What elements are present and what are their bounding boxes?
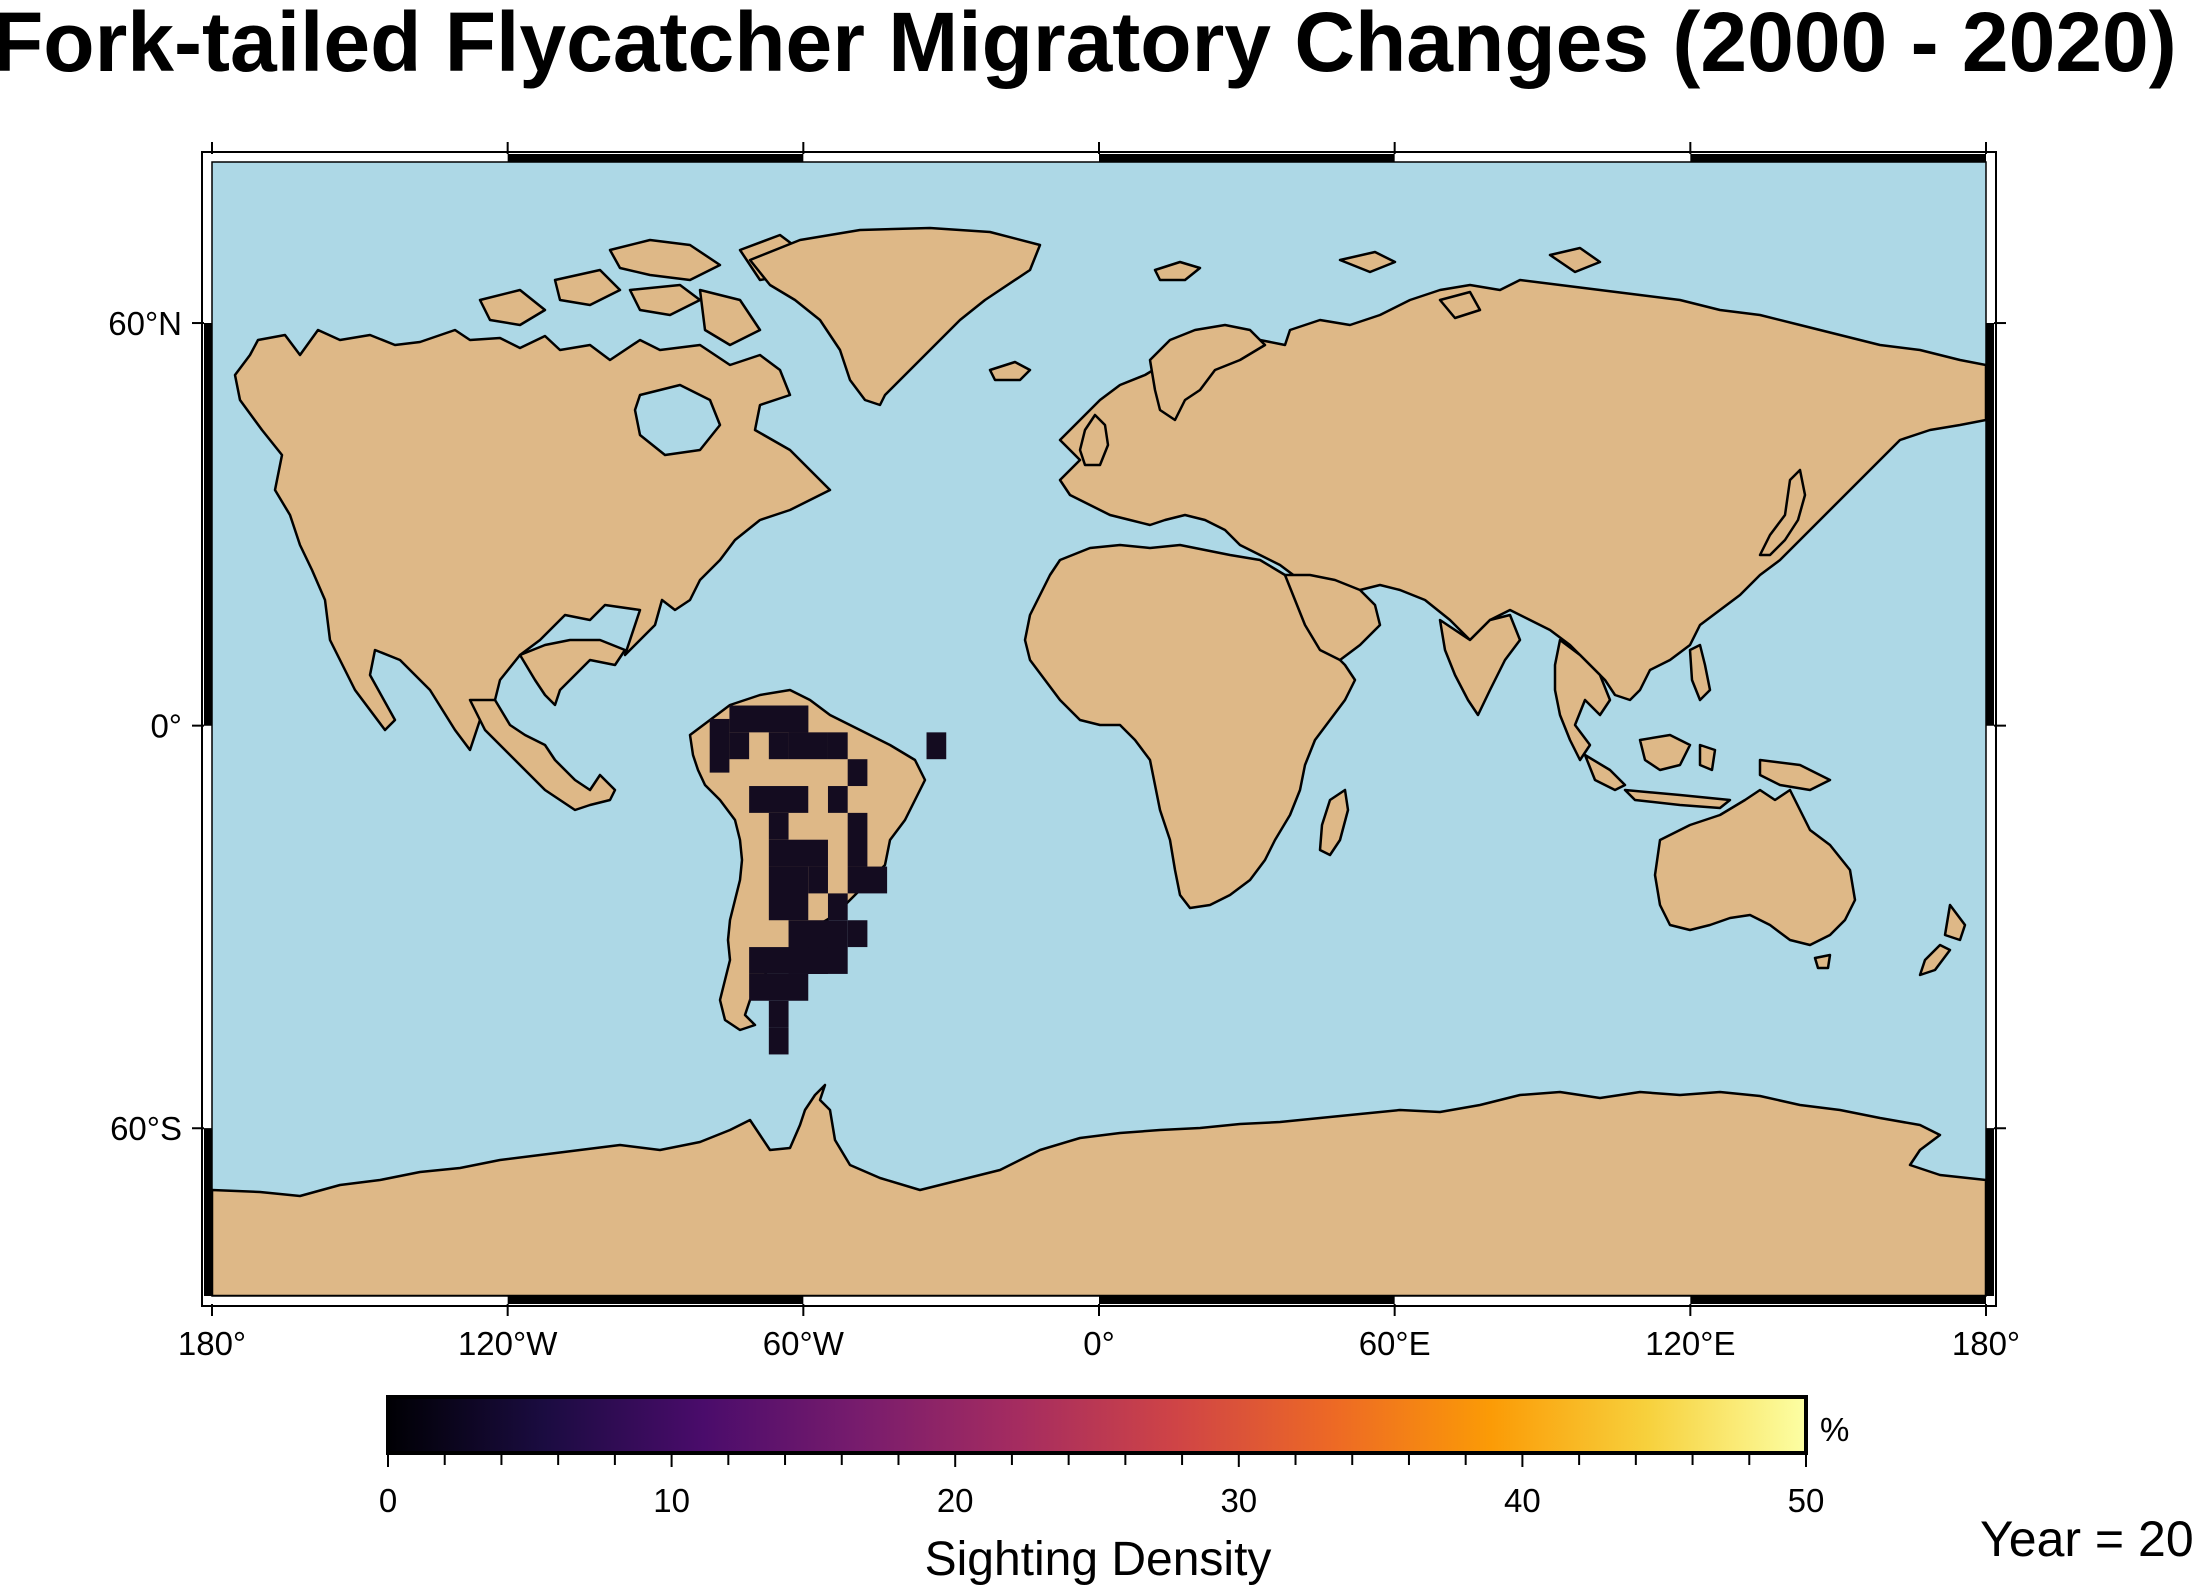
colorbar-unit: % (1820, 1411, 1849, 1448)
colorbar-tick-label: 20 (937, 1482, 974, 1519)
density-cell (768, 1000, 789, 1028)
lon-tick-label: 60°W (763, 1325, 845, 1362)
frame-segment-left (204, 1128, 212, 1296)
density-cell (768, 866, 809, 921)
frame-segment-bottom (1690, 1296, 1986, 1304)
density-cell (847, 812, 868, 867)
density-cell (808, 947, 828, 974)
hudson-bay (633, 383, 722, 457)
scandinavia (1148, 323, 1267, 422)
antarctica (212, 1083, 1986, 1296)
indonesia (1583, 733, 1832, 810)
arctic-islands (1153, 246, 1602, 320)
australia (1653, 788, 1857, 947)
density-cell (768, 839, 828, 867)
density-cell (827, 893, 848, 921)
year-label: Year = 20 (1980, 1511, 2194, 1567)
density-cell (729, 732, 750, 760)
colorbar-tick-label: 40 (1504, 1482, 1541, 1519)
lat-tick-label: 60°N (108, 305, 182, 342)
colorbar-title: Sighting Density (925, 1533, 1272, 1586)
great-britain (1078, 413, 1110, 467)
density-cell (847, 759, 868, 787)
density-cell (827, 732, 848, 760)
greenland (748, 226, 1042, 407)
frame-segment-right (1986, 323, 1994, 726)
map-axes: 180° 120°W 60°W 0° 60°E 120°E 180° 60°N 0° 60°S (108, 142, 2020, 1362)
density-cell (827, 786, 848, 813)
lat-tick-label: 0° (150, 708, 182, 745)
density-cell (788, 732, 828, 760)
japan (1758, 468, 1807, 557)
colorbar-tick-label: 10 (653, 1482, 690, 1519)
colorbar-ticks: 0 10 20 30 40 50 (379, 1453, 1825, 1519)
india (1438, 613, 1522, 717)
colorbar-tick-label: 30 (1220, 1482, 1257, 1519)
arabian-peninsula (1283, 573, 1382, 662)
lon-tick-label: 180° (178, 1325, 246, 1362)
colorbar-tick-label: 0 (379, 1482, 397, 1519)
map-title: Fork-tailed Flycatcher Migratory Changes… (0, 0, 2177, 89)
density-cell (788, 705, 809, 733)
density-cell (768, 1027, 789, 1055)
southeast-asia (1553, 638, 1612, 762)
lon-tick-label: 60°E (1359, 1325, 1431, 1362)
density-cell (847, 866, 888, 894)
landmasses (212, 226, 1986, 1296)
frame-segment-right (1986, 1128, 1994, 1296)
africa (1023, 543, 1357, 910)
madagascar (1318, 788, 1350, 857)
frame-segment-bottom (507, 1296, 804, 1304)
lon-tick-label: 120°W (458, 1325, 558, 1362)
frame-segment-left (204, 323, 212, 726)
lon-tick-label: 0° (1083, 1325, 1115, 1362)
density-cell (768, 732, 789, 760)
colorbar-tick-label: 50 (1788, 1482, 1825, 1519)
density-cell (808, 866, 828, 894)
colorbar-bar (386, 1395, 1808, 1455)
philippines (1688, 643, 1712, 702)
density-cell (768, 812, 789, 840)
canadian-archipelago (478, 233, 802, 347)
lat-tick-label: 60°S (110, 1110, 182, 1147)
new-zealand (1918, 903, 1967, 977)
tasmania (1813, 953, 1832, 970)
central-america (468, 638, 627, 812)
colorbar: 0 10 20 30 40 50 % Sighting Density (379, 1395, 1849, 1586)
lon-tick-label: 120°E (1645, 1325, 1735, 1362)
sighting-density-cells (709, 705, 947, 1055)
frame-segment-top (1690, 154, 1986, 162)
density-cell (709, 718, 730, 773)
density-cell (847, 920, 868, 948)
lon-tick-label: 180° (1952, 1325, 2020, 1362)
density-cell (749, 786, 809, 813)
frame-segment-bottom (1099, 1296, 1395, 1304)
density-cell (926, 732, 947, 760)
iceland (988, 360, 1032, 382)
frame-segment-top (507, 154, 804, 162)
density-cell (749, 973, 809, 1001)
frame-segment-top (1099, 154, 1395, 162)
